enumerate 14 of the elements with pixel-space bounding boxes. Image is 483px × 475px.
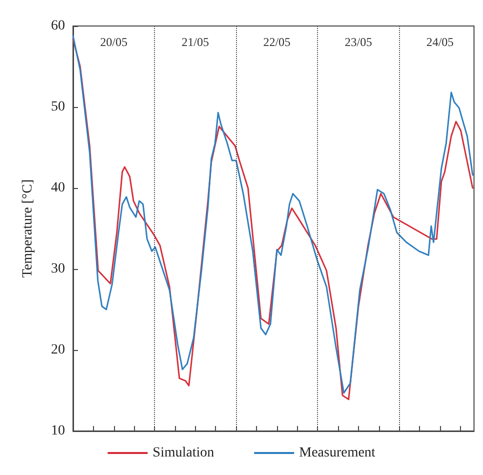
x-tick-label: 22/05 (263, 35, 291, 49)
y-tick-label: 30 (51, 262, 65, 276)
y-axis-title: Temperature [°C] (20, 179, 36, 278)
x-tick-label: 20/05 (100, 35, 128, 49)
y-tick-label: 20 (51, 342, 65, 358)
y-tick-label: 50 (51, 100, 65, 114)
y-tick-label: 40 (51, 180, 65, 196)
y-tick-label: 10 (51, 424, 65, 438)
y-tick-label: 60 (51, 18, 65, 34)
x-tick-label: 23/05 (344, 35, 372, 49)
legend-label: Simulation (152, 446, 214, 460)
x-tick-label: 21/05 (182, 35, 210, 49)
legend-label: Measurement (299, 446, 376, 460)
x-tick-label: 24/05 (426, 35, 454, 49)
